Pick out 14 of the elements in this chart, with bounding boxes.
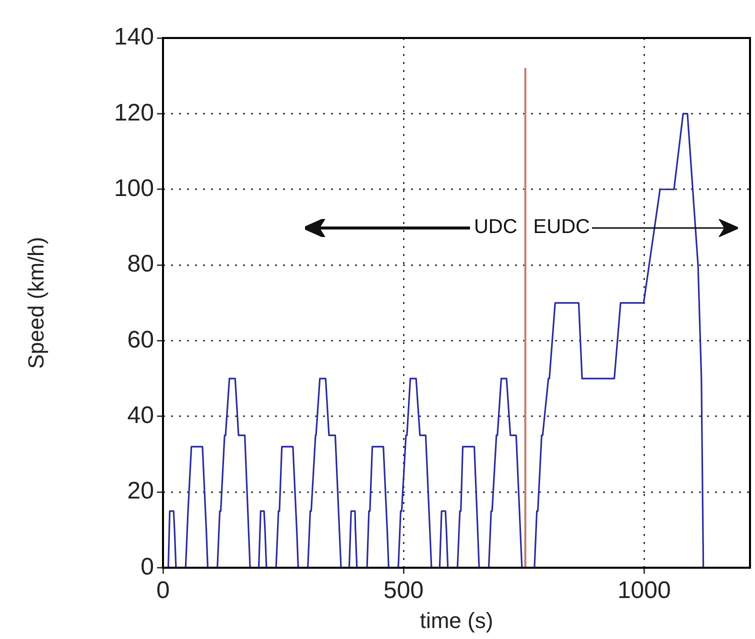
x-tick-label: 500 (384, 576, 424, 604)
y-tick-label: 80 (127, 250, 154, 278)
annotation: EUDC (533, 216, 590, 238)
y-tick-label: 100 (114, 174, 154, 202)
y-axis-title: Speed (km/h) (23, 236, 48, 369)
y-tick-label: 0 (140, 553, 154, 580)
y-tick-label: 140 (114, 24, 154, 51)
y-tick-label: 40 (127, 402, 154, 430)
y-tick-label: 120 (114, 99, 154, 126)
y-tick-label: 20 (127, 478, 154, 505)
y-tick-label: 60 (127, 326, 154, 354)
annotation: UDC (474, 216, 518, 238)
x-axis-title: time (s) (420, 608, 494, 633)
x-tick-label: 1000 (617, 576, 671, 604)
